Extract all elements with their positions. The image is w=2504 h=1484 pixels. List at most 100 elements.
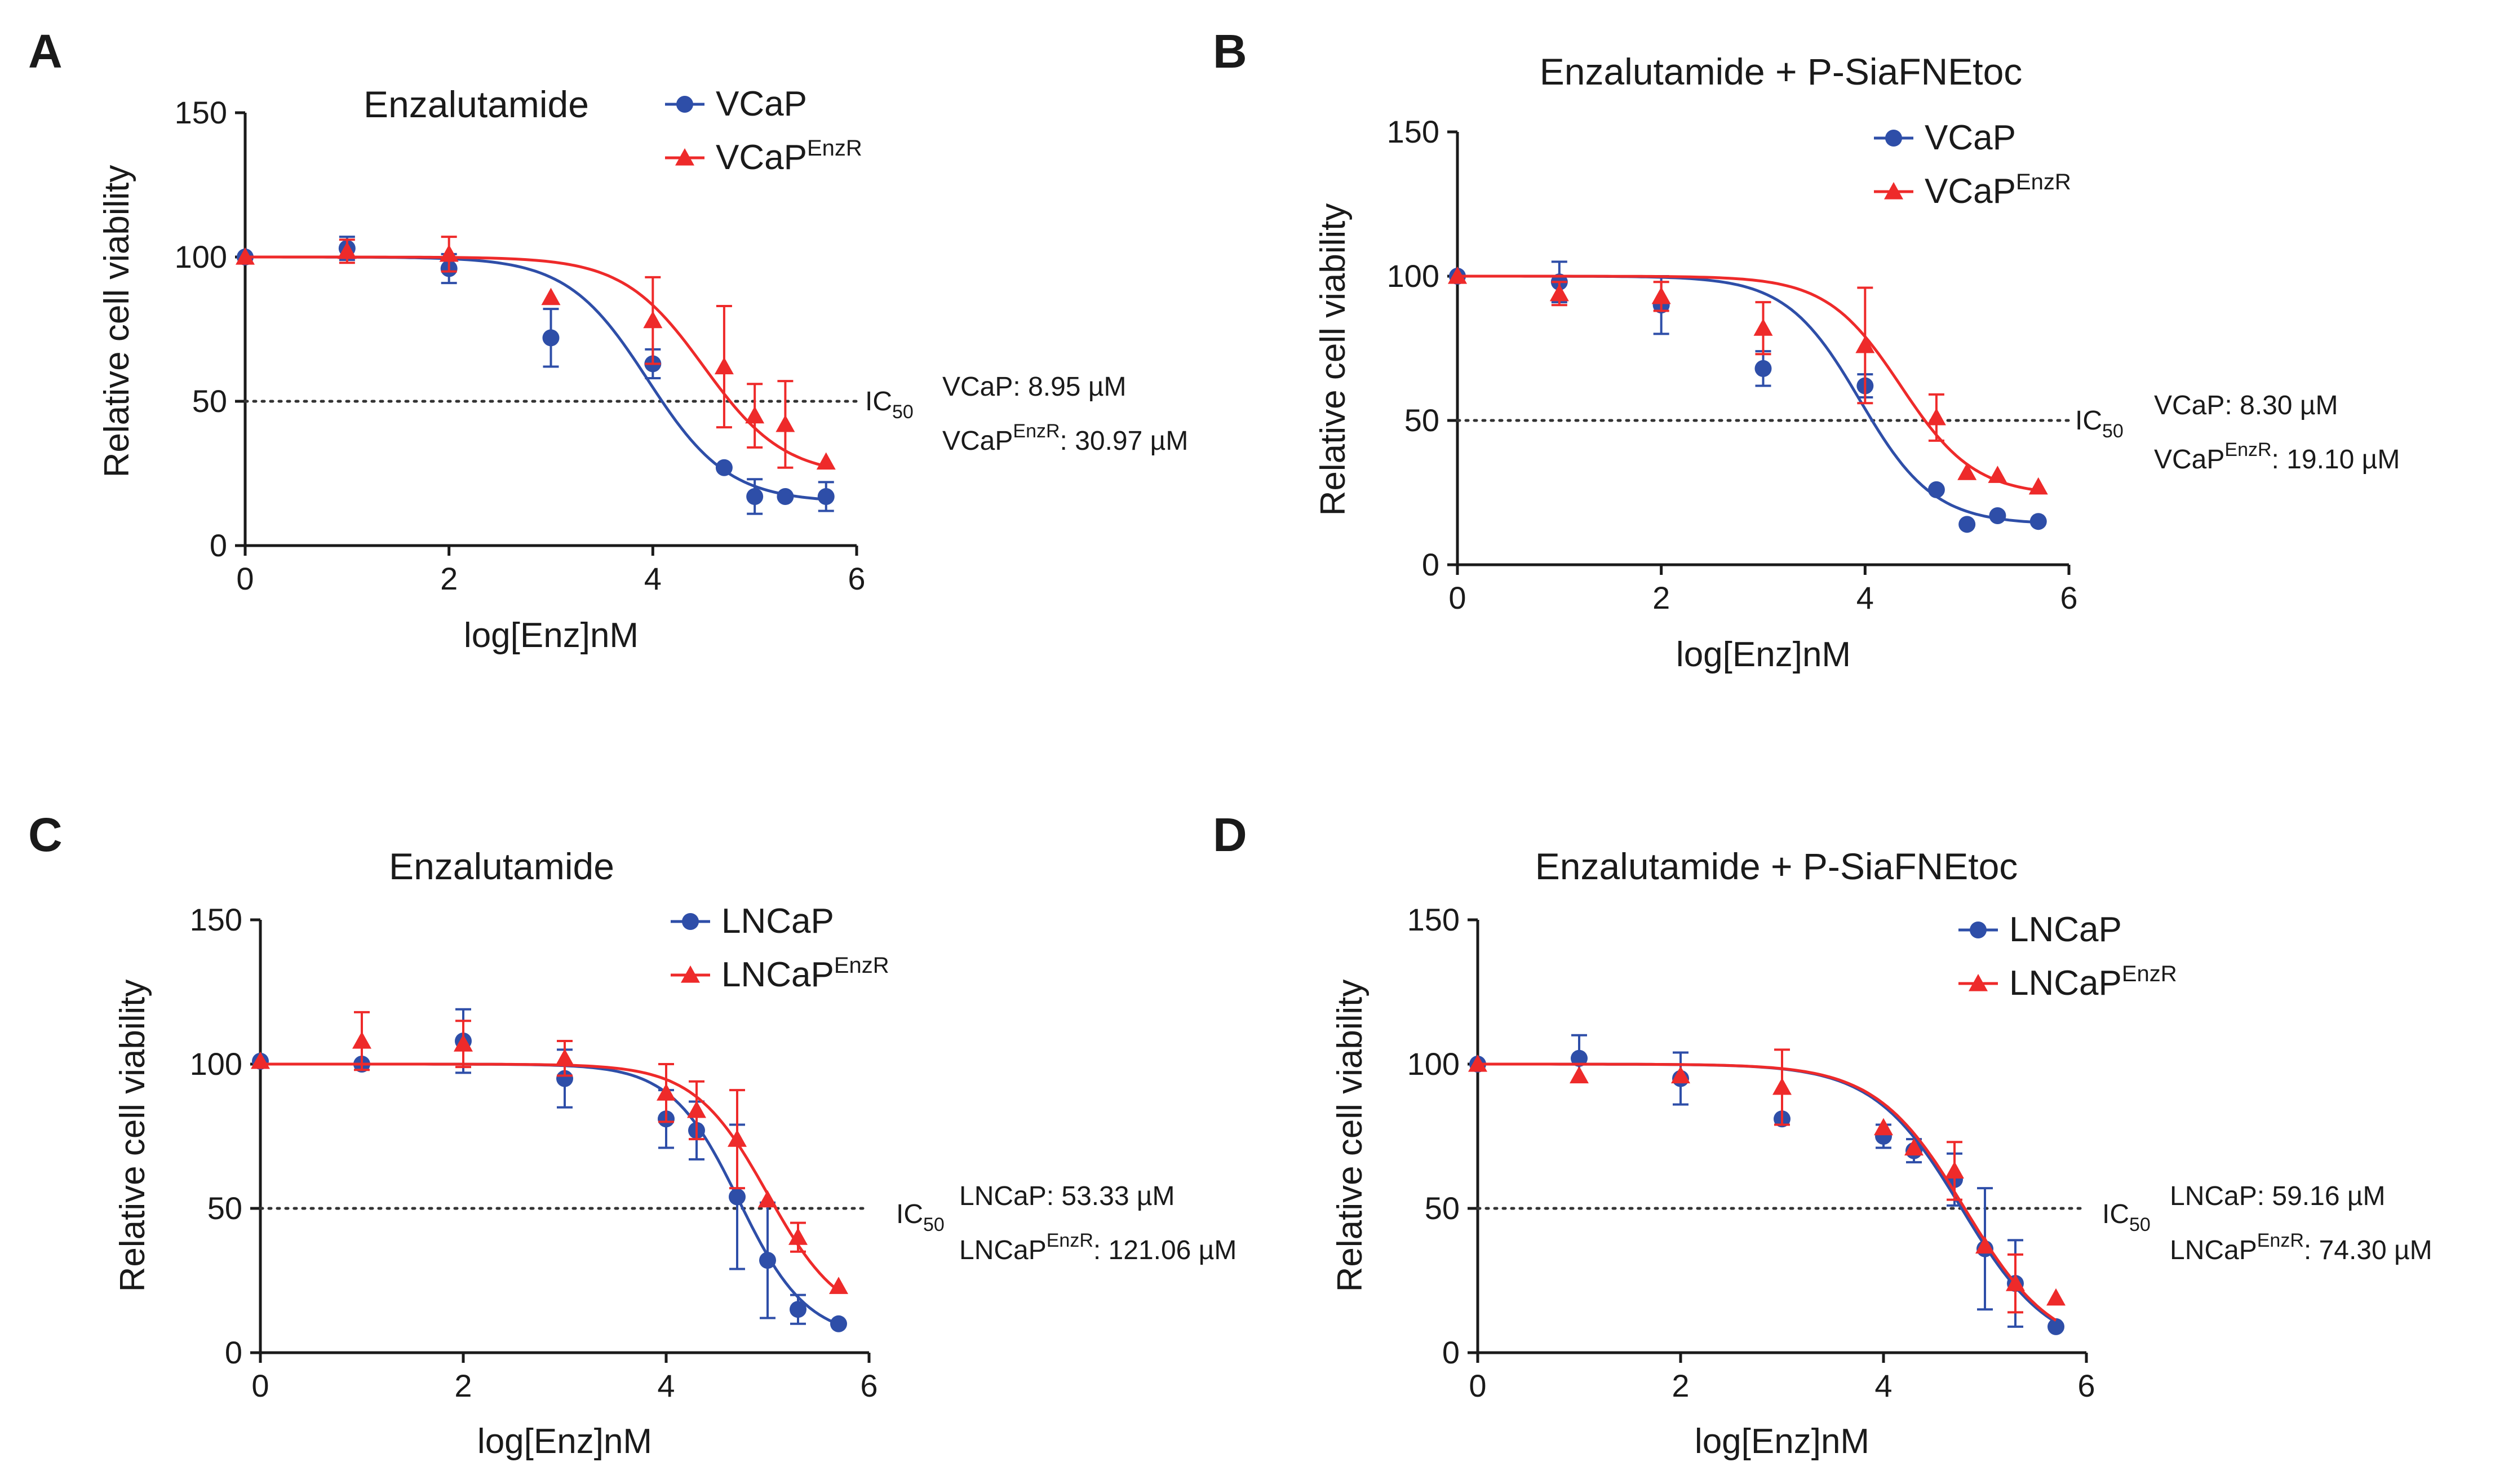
legend-label-name: LNCaP bbox=[2009, 910, 2122, 949]
data-point bbox=[777, 488, 794, 505]
legend-label: LNCaP bbox=[721, 902, 834, 941]
legend-label-name: VCaP bbox=[716, 85, 807, 123]
x-tick-label: 6 bbox=[848, 561, 865, 596]
data-point bbox=[1549, 283, 1569, 302]
data-point bbox=[556, 1070, 573, 1087]
panel-letter: D bbox=[1213, 808, 1247, 861]
data-point bbox=[1874, 1118, 1893, 1136]
fit-curve bbox=[260, 1062, 840, 1292]
data-point bbox=[1671, 1066, 1690, 1084]
ic50-value-sup: EnzR bbox=[1047, 1230, 1093, 1251]
y-tick-label: 100 bbox=[175, 239, 227, 274]
y-axis-title: Relative cell viability bbox=[1314, 203, 1353, 516]
ic50-value-name: VCaP bbox=[942, 426, 1013, 456]
series-1 bbox=[1469, 1034, 2064, 1335]
x-tick-label: 6 bbox=[2060, 580, 2077, 615]
ic50-label: IC50 bbox=[865, 387, 914, 423]
data-point bbox=[759, 1252, 776, 1269]
data-point bbox=[454, 1034, 473, 1052]
x-tick-label: 0 bbox=[1448, 580, 1466, 615]
ic50-label-sub: 50 bbox=[892, 401, 914, 423]
x-axis-title: log[Enz]nM bbox=[464, 616, 639, 655]
x-tick-label: 4 bbox=[1856, 580, 1874, 615]
data-point bbox=[439, 244, 459, 262]
x-tick-label: 0 bbox=[1469, 1368, 1486, 1403]
x-tick-label: 2 bbox=[1672, 1368, 1689, 1403]
data-point bbox=[542, 329, 560, 347]
ic50-value: LNCaP: 59.16 µM bbox=[2170, 1181, 2386, 1211]
panel-c: C Enzalutamide 0 2 4 6 0 50 100 150 log[Enz]nM Rela… bbox=[28, 808, 1237, 1461]
legend-label: VCaP bbox=[716, 85, 807, 123]
data-point bbox=[775, 414, 795, 432]
series-2 bbox=[1448, 267, 2048, 495]
data-point bbox=[541, 287, 561, 305]
series-2 bbox=[251, 1011, 848, 1294]
x-tick-label: 2 bbox=[1652, 580, 1670, 615]
legend-label: VCaP bbox=[1925, 118, 2016, 157]
legend-marker bbox=[1969, 974, 1988, 991]
fit-curve bbox=[245, 255, 827, 501]
panel-d: D Enzalutamide + P-SiaFNEtoc 0 2 4 6 0 50 100 150… bbox=[1213, 808, 2432, 1461]
y-axis-title: Relative cell viability bbox=[1331, 980, 1370, 1292]
ic50-value: VCaP: 8.95 µM bbox=[942, 372, 1126, 402]
legend-label-sup: EnzR bbox=[834, 953, 889, 978]
ic50-value: VCaP: 8.30 µM bbox=[2154, 391, 2338, 420]
ic50-label: IC50 bbox=[896, 1199, 945, 1235]
data-point bbox=[352, 1031, 371, 1049]
data-point bbox=[251, 1051, 270, 1069]
ic50-value-name: VCaP bbox=[2154, 391, 2224, 420]
data-point bbox=[1468, 1055, 1487, 1072]
chart-title: Enzalutamide bbox=[389, 845, 614, 887]
fit-curve bbox=[1457, 274, 2039, 492]
ic50-value: VCaPEnzR: 19.10 µM bbox=[2154, 439, 2400, 475]
data-point bbox=[1754, 360, 1772, 377]
y-tick-label: 150 bbox=[1407, 902, 1460, 937]
data-point bbox=[1651, 286, 1671, 304]
ic50-value: LNCaP: 53.33 µM bbox=[959, 1181, 1175, 1211]
y-tick-label: 50 bbox=[1425, 1190, 1460, 1226]
ic50-value: LNCaPEnzR: 121.06 µM bbox=[959, 1230, 1237, 1265]
y-tick-label: 100 bbox=[1387, 258, 1439, 294]
data-point bbox=[788, 1228, 808, 1245]
legend-label-name: LNCaP bbox=[721, 955, 834, 994]
x-tick-label: 0 bbox=[251, 1368, 269, 1403]
data-point bbox=[2029, 513, 2047, 530]
ic50-value-name: LNCaP bbox=[959, 1235, 1047, 1265]
legend-label: VCaPEnzR bbox=[716, 136, 862, 177]
ic50-label: IC50 bbox=[2102, 1199, 2151, 1235]
panel-a: A Enzalutamide 0 2 4 6 0 50 100 150 log[Enz]nM Rela… bbox=[28, 25, 1188, 655]
data-point bbox=[1753, 318, 1773, 336]
series-1 bbox=[237, 236, 835, 515]
legend-label: VCaPEnzR bbox=[1925, 170, 2071, 211]
data-point bbox=[714, 357, 734, 375]
ic50-value-name: LNCaP bbox=[2170, 1181, 2257, 1211]
x-tick-label: 6 bbox=[860, 1368, 877, 1403]
series-2 bbox=[1468, 1048, 2066, 1322]
x-tick-label: 6 bbox=[2077, 1368, 2095, 1403]
legend-label: LNCaPEnzR bbox=[2009, 962, 2177, 1003]
y-tick-label: 150 bbox=[1387, 114, 1439, 149]
ic50-label: IC50 bbox=[2075, 406, 2124, 442]
data-point bbox=[236, 247, 255, 265]
y-tick-label: 0 bbox=[1422, 547, 1439, 582]
y-tick-label: 50 bbox=[1404, 402, 1439, 438]
ic50-value-text: : 59.16 µM bbox=[2257, 1181, 2386, 1211]
legend-label-sup: EnzR bbox=[807, 136, 862, 161]
data-point bbox=[816, 452, 836, 470]
data-point bbox=[555, 1048, 574, 1066]
data-point bbox=[1988, 466, 2007, 483]
data-point bbox=[1958, 516, 1976, 533]
legend-label-sup: EnzR bbox=[2122, 962, 2177, 986]
ic50-label-text: IC bbox=[865, 387, 892, 417]
legend-marker bbox=[1884, 182, 1903, 200]
legend-marker bbox=[1970, 922, 1987, 938]
ic50-value-name: LNCaP bbox=[959, 1181, 1047, 1211]
y-tick-label: 100 bbox=[1407, 1046, 1460, 1082]
y-axis-title: Relative cell viability bbox=[97, 165, 136, 478]
ic50-label-text: IC bbox=[896, 1199, 923, 1229]
legend-marker bbox=[676, 96, 693, 113]
data-point bbox=[729, 1188, 746, 1206]
data-point bbox=[1945, 1161, 1964, 1179]
ic50-value-text: : 30.97 µM bbox=[1060, 426, 1189, 456]
data-point bbox=[817, 488, 835, 505]
